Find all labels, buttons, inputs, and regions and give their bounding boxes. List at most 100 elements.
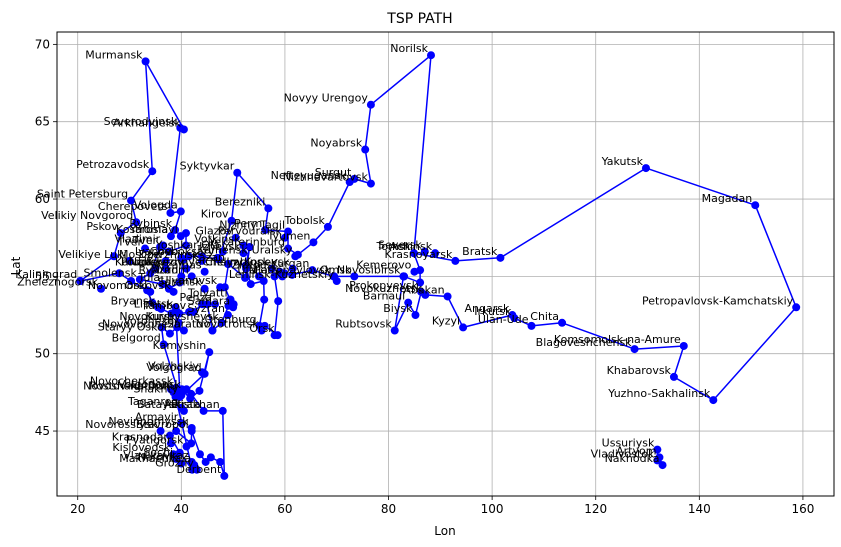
city-label: Derbent <box>177 463 222 476</box>
city-label: Syzran <box>187 302 225 315</box>
city-point <box>172 427 181 436</box>
city-point <box>641 164 650 173</box>
city-point <box>146 269 155 278</box>
gridlines <box>57 32 834 496</box>
city-point <box>177 253 186 262</box>
city-label: Tyumen <box>266 229 310 242</box>
city-label: Nizhny Tagil <box>219 219 285 232</box>
city-point <box>156 427 165 436</box>
city-point <box>273 331 282 340</box>
city-point <box>172 306 181 315</box>
city-point <box>411 311 420 320</box>
city-label: Sochi <box>143 446 173 459</box>
city-point <box>274 297 283 306</box>
city-label: Nalchik <box>138 451 179 464</box>
city-point <box>231 233 240 242</box>
city-point <box>241 273 250 282</box>
path-segment <box>393 167 797 401</box>
city-point <box>171 225 180 234</box>
city-point <box>161 256 170 265</box>
city-point <box>141 57 150 66</box>
city-point <box>169 287 178 296</box>
city-point <box>210 300 219 309</box>
city-label: Voronezh <box>123 314 174 327</box>
city-point <box>179 406 188 415</box>
city-point <box>206 453 215 462</box>
city-label: Volgograd <box>146 361 201 374</box>
city-label: Kaliningrad <box>15 268 77 281</box>
city-point <box>187 389 196 398</box>
city-label: Omsk <box>320 263 352 276</box>
city-label: Kyzyl <box>432 314 460 327</box>
city-point <box>226 295 235 304</box>
city-label: Volgodonsk <box>118 378 182 391</box>
city-point <box>459 323 468 332</box>
city-point <box>443 292 452 301</box>
city-point <box>200 267 209 276</box>
city-label: Kursk <box>145 310 176 323</box>
city-label: Arkhangelsk <box>113 116 182 129</box>
tsp-path-points <box>76 51 801 480</box>
city-point <box>239 241 248 250</box>
city-label: Kovrov <box>146 256 184 269</box>
city-point <box>260 295 269 304</box>
city-label: Perm <box>234 217 262 230</box>
city-label: Shakhty <box>133 382 178 395</box>
city-point <box>76 277 85 286</box>
city-point <box>227 216 236 225</box>
city-label: Smolensk <box>84 266 138 279</box>
city-label: Velikiye Luki <box>58 248 126 261</box>
city-label: Novoshakhtinsk <box>83 379 171 392</box>
x-tick-label: 80 <box>381 502 396 516</box>
city-point <box>233 168 242 177</box>
city-point <box>166 232 175 241</box>
city-point <box>404 298 413 307</box>
y-tick-label: 70 <box>35 37 50 51</box>
city-label: Khabarovsk <box>607 364 672 377</box>
city-label: Ulan-Ude <box>478 313 529 326</box>
city-point <box>198 256 207 265</box>
city-label: Taganrog <box>127 395 178 408</box>
city-label: Kurgan <box>271 257 310 270</box>
city-point <box>195 450 204 459</box>
city-point <box>182 442 191 451</box>
city-point <box>181 241 190 250</box>
city-label: Miass <box>249 263 280 276</box>
axis-ticks: 20 40 60 80 100 120 140 160 45 50 55 60 65 70 <box>35 37 815 516</box>
city-label: Kostroma <box>116 223 168 236</box>
city-point <box>172 454 181 463</box>
city-point <box>184 252 193 261</box>
city-point <box>216 457 225 466</box>
x-tick-label: 20 <box>70 502 85 516</box>
city-point <box>165 431 174 440</box>
city-point <box>508 311 517 320</box>
city-point <box>154 303 163 312</box>
city-label: Leninsk-Kuznetskiy <box>229 268 334 281</box>
city-label: Armavir <box>135 410 179 423</box>
city-point <box>653 445 662 454</box>
city-point <box>239 249 248 258</box>
city-point <box>308 266 317 275</box>
city-label: Novorossiysk <box>85 418 158 431</box>
city-point <box>280 233 289 242</box>
city-point <box>201 457 210 466</box>
city-point <box>179 386 188 395</box>
city-point <box>174 318 183 327</box>
city-point <box>135 275 144 284</box>
city-label: Tolyatti <box>187 287 228 300</box>
city-label: Berezniki <box>215 195 266 208</box>
city-point <box>148 298 157 307</box>
city-label: Volzhskiy <box>148 359 199 372</box>
y-tick-label: 60 <box>35 192 50 206</box>
city-point <box>176 123 185 132</box>
city-label: Vladivostok <box>591 447 655 460</box>
city-point <box>409 249 418 258</box>
city-label: Krasnoyarsk <box>385 248 453 261</box>
city-label: Nevinnomyssk <box>108 415 189 428</box>
x-tick-label: 100 <box>481 502 504 516</box>
city-point <box>558 318 567 327</box>
city-label: Artyom <box>616 444 656 457</box>
city-label: Bataysk <box>137 398 182 411</box>
city-point <box>242 264 251 273</box>
